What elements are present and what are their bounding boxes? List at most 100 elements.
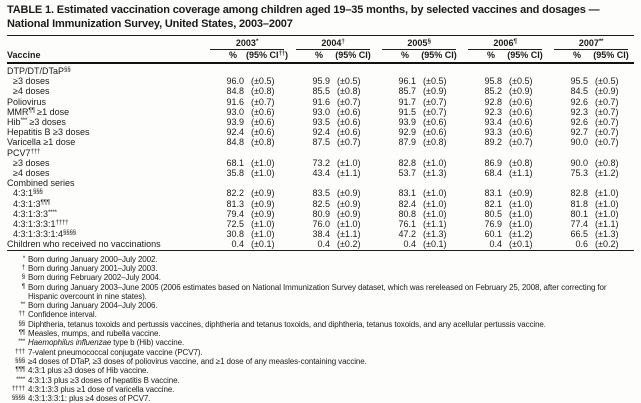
row-label: Children who received no vaccinations [7,239,161,250]
footnote-marker-ref: §§§ [33,188,43,196]
footnote: §§§§ 4:3:1:3:3:1: plus ≥4 doses of PCV7. [7,394,634,403]
percent-column-header: % [376,50,417,64]
year-header: 2004† [290,35,377,50]
row-label: Poliovirus [7,96,47,107]
percent-value: 93.3 [484,127,503,138]
percent-value: 90.0 [570,137,589,148]
ci-value: (±0.7) [595,117,619,128]
percent-value: 89.2 [484,137,503,148]
footnote-marker: * [22,254,26,262]
footnote: ¶¶ Measles, mumps, and rubella vaccine. [7,329,634,338]
percent-value: 85.2 [484,86,503,97]
percent-value: 75.3 [570,168,589,179]
data-row: 4:3:1:3¶¶¶ 81.3 (±0.9) 82.5 (±0.9) 82.4 (±1.0)… [7,199,634,209]
footnote: §§§ ≥4 doses of DTaP, ≥3 doses of poliovi… [7,357,634,366]
percent-value: 80.1 [570,208,589,219]
vaccine-column-header: Vaccine [7,50,204,64]
footnote: §§ Diphtheria, tetanus toxoids and pertus… [7,320,634,329]
percent-value: 80.8 [398,208,417,219]
row-label: 4:3:1§§§ [13,188,43,199]
footnote-text: 4:3:1:3:3 plus ≥1 dose of varicella vacc… [28,384,175,394]
footnote-text: Confidence interval. [28,310,97,320]
percent-value: 93.9 [398,117,417,128]
ci-value: (±1.2) [595,168,619,179]
year-header: 2007** [548,35,635,50]
ci-value: (±0.9) [423,86,447,97]
ci-value: (±0.9) [509,86,533,97]
percent-value: 30.8 [226,229,244,240]
year-header: 2005§ [376,35,463,50]
footnote-text: Born during January 2001–July 2003. [28,263,158,273]
ci-value: (±0.7) [423,106,447,117]
row-label: Combined series [7,178,75,189]
percent-value: 73.2 [312,157,330,168]
footnote: ††† 7-valent pneumococcal conjugate vacci… [7,348,634,357]
ci-value: (±1.1) [337,168,361,179]
footnote-marker-ref: *** [20,117,28,125]
percent-value: 92.3 [570,106,589,117]
ci-value: (±0.9) [251,208,275,219]
footnote-marker-ref: ††† [30,147,41,155]
vaccine-col-spacer [7,35,204,50]
ci-value: (±0.6) [423,127,447,138]
ci-value: (±1.0) [509,219,533,230]
percent-value: 92.7 [570,127,589,138]
ci-value: (±1.0) [595,188,619,199]
footnote-text: 4:3:1 plus ≥3 doses of Hib vaccine. [28,366,149,376]
footnote: *** Haemophilus influenzae type b (Hib) v… [7,338,634,347]
footnote-text: Diphtheria, tetanus toxoids and pertussi… [28,319,546,329]
section-row: DTP/DT/DTaP§§ [7,63,634,76]
ci-value: (±0.5) [423,76,447,87]
data-row: Varicella ≥1 dose 84.8 (±0.8) 87.5 (±0.7) 87.… [7,137,634,147]
percent-value: 91.5 [398,106,417,117]
footnote-marker: †† [18,310,25,318]
percent-value: 82.8 [398,157,417,168]
ci-value: (±0.2) [595,239,619,250]
percent-value: 85.7 [398,86,417,97]
ci-value: (±0.9) [337,208,361,219]
percent-value: 35.8 [226,168,244,179]
ci-value: (±0.6) [509,106,533,117]
footnote-text: 4:3:1:3:3:1: plus ≥4 doses of PCV7. [28,394,151,403]
percent-value: 68.1 [226,157,244,168]
percent-value: 92.4 [226,127,244,138]
footnote-marker: §§ [18,319,25,327]
footnote-marker-ref: †††† [55,219,69,227]
percent-value: 68.4 [484,168,503,179]
ci-value: (±1.1) [595,219,619,230]
ci-value: (±1.3) [595,229,619,240]
footnote-text: 7-valent pneumococcal conjugate vaccine … [28,347,203,357]
footnote-marker-ref: **** [48,208,57,216]
percent-value: 86.9 [484,157,503,168]
percent-value: 92.6 [570,117,589,128]
percent-value: 87.9 [398,137,417,148]
percent-value: 92.3 [484,106,503,117]
percent-value: 92.6 [570,96,589,107]
ci-value: (±1.0) [423,208,447,219]
row-label: MMR¶¶ ≥1 dose [7,106,70,117]
row-label: Hib*** ≥3 doses [7,117,66,128]
percent-value: 66.5 [570,229,589,240]
ci-column-header: (95% CI) [502,50,549,64]
percent-value: 0.4 [489,239,503,250]
data-row: 4:3:1:3:3:1†††† 72.5 (±1.0) 76.0 (±1.0) 76.1 (… [7,219,634,229]
percent-value: 80.9 [312,208,330,219]
year-header: 2003* [204,35,290,50]
percent-value: 91.6 [312,96,330,107]
percent-value: 76.0 [312,219,330,230]
footnote: † Born during January 2001–July 2003. [7,264,634,273]
percent-value: 83.5 [312,188,330,199]
percent-column-header: % [548,50,589,64]
footnote-marker-ref: * [255,38,259,45]
percent-value: 53.7 [398,168,417,179]
year-header-row: 2003* 2004† 2005§ 2006¶ 2007** [7,35,635,50]
ci-value: (±0.1) [251,239,275,250]
percent-column-header: % [204,50,244,64]
ci-value: (±1.0) [595,198,619,209]
ci-value: (±0.6) [509,96,533,107]
percent-value: 91.6 [226,96,244,107]
footnote-marker: §§§ [15,356,25,364]
row-label: 4:3:1:3:3:1†††† [13,219,69,230]
ci-value: (±0.7) [595,96,619,107]
percent-column-header: % [462,50,503,64]
